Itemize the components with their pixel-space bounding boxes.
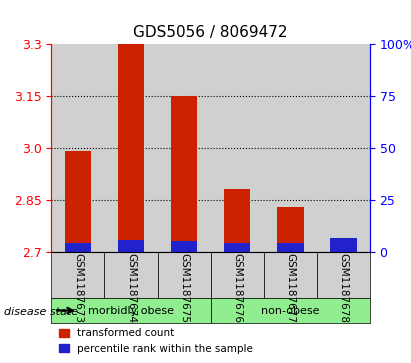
Text: GSM1187674: GSM1187674	[126, 253, 136, 323]
Bar	[330, 238, 357, 252]
Text: GSM1187678: GSM1187678	[338, 253, 349, 323]
Text: morbidly obese: morbidly obese	[88, 306, 174, 315]
Bar	[118, 44, 144, 252]
FancyBboxPatch shape	[317, 252, 370, 298]
Bar	[65, 243, 91, 252]
Text: GSM1187676: GSM1187676	[232, 253, 242, 323]
FancyBboxPatch shape	[51, 252, 104, 298]
Legend: transformed count, percentile rank within the sample: transformed count, percentile rank withi…	[55, 324, 257, 358]
Title: GDS5056 / 8069472: GDS5056 / 8069472	[134, 25, 288, 40]
Bar	[224, 243, 250, 252]
Text: GSM1187675: GSM1187675	[179, 253, 189, 323]
Text: non-obese: non-obese	[261, 306, 319, 315]
Bar	[171, 95, 197, 252]
Bar	[210, 44, 264, 252]
Bar	[224, 189, 250, 252]
Bar	[65, 151, 91, 252]
Bar	[317, 44, 370, 252]
FancyBboxPatch shape	[210, 252, 264, 298]
Text: GSM1187677: GSM1187677	[285, 253, 295, 323]
Bar	[51, 44, 104, 252]
Bar	[171, 241, 197, 252]
Text: GSM1187673: GSM1187673	[73, 253, 83, 323]
Bar	[157, 44, 210, 252]
Bar	[277, 243, 304, 252]
FancyBboxPatch shape	[104, 252, 157, 298]
FancyBboxPatch shape	[157, 252, 210, 298]
Bar	[277, 207, 304, 252]
FancyBboxPatch shape	[210, 298, 370, 323]
Text: disease state: disease state	[4, 307, 78, 317]
FancyBboxPatch shape	[51, 298, 210, 323]
FancyBboxPatch shape	[264, 252, 317, 298]
Bar	[264, 44, 317, 252]
Bar	[118, 240, 144, 252]
Bar	[104, 44, 157, 252]
